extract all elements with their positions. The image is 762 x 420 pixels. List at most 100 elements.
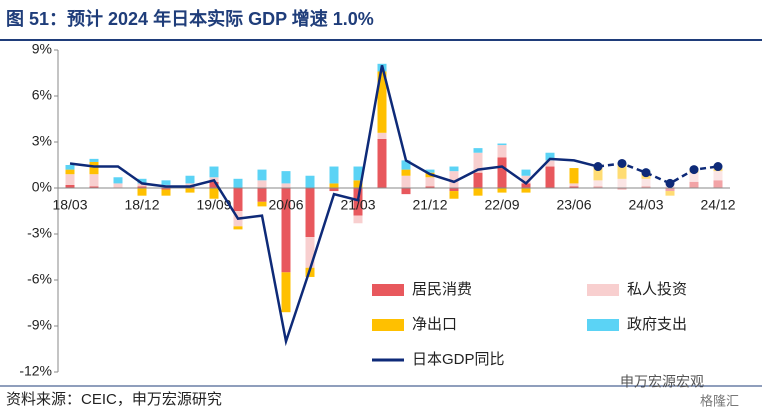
x-tick-label: 24/03 xyxy=(628,197,663,213)
bar xyxy=(521,169,531,176)
bar xyxy=(617,188,627,190)
watermark: 申万宏源宏观 xyxy=(620,374,704,390)
bar xyxy=(497,145,507,158)
bar xyxy=(713,171,723,181)
bar xyxy=(689,181,699,188)
x-tick-label: 20/06 xyxy=(268,197,303,213)
bar xyxy=(449,188,459,192)
bar xyxy=(353,215,363,224)
bar xyxy=(425,186,435,188)
bar xyxy=(161,188,171,190)
x-tick-label: 21/03 xyxy=(340,197,375,213)
legend-label: 私人投资 xyxy=(627,281,687,298)
bar xyxy=(353,166,363,181)
bar xyxy=(233,226,243,230)
chart-title: 图 51：预计 2024 年日本实际 GDP 增速 1.0% xyxy=(6,8,374,29)
bar xyxy=(473,188,483,196)
bar xyxy=(257,180,267,188)
x-tick-label: 18/03 xyxy=(52,197,87,213)
y-tick-label: 0% xyxy=(32,179,52,195)
bar xyxy=(89,174,99,187)
bar xyxy=(425,177,435,187)
bar xyxy=(185,175,195,184)
bar xyxy=(161,180,171,185)
bar xyxy=(65,184,75,188)
bar xyxy=(185,183,195,187)
bar xyxy=(401,160,411,170)
point xyxy=(713,162,723,172)
bar xyxy=(161,189,171,196)
line xyxy=(69,65,599,347)
bar xyxy=(113,183,123,188)
bar xyxy=(137,188,147,196)
bar xyxy=(281,272,291,313)
y-tick-label: -9% xyxy=(27,317,52,333)
x-tick-label: 23/06 xyxy=(556,197,591,213)
bar xyxy=(89,158,99,162)
bar xyxy=(185,188,195,193)
x-tick-label: 24/12 xyxy=(700,197,735,213)
point xyxy=(593,162,603,172)
bar xyxy=(593,166,603,181)
bar xyxy=(353,180,363,188)
bar xyxy=(641,186,651,188)
bar xyxy=(137,183,147,187)
bar xyxy=(665,188,675,192)
bar xyxy=(329,166,339,184)
y-tick-label: 9% xyxy=(32,41,52,57)
bar xyxy=(473,148,483,153)
bar xyxy=(65,165,75,170)
source: 资料来源：CEIC，申万宏源研究 xyxy=(6,391,222,408)
bar xyxy=(113,177,123,184)
legend-swatch xyxy=(372,284,404,296)
bar xyxy=(257,201,267,207)
bar xyxy=(65,174,75,185)
point xyxy=(689,165,699,175)
x-tick-label: 19/09 xyxy=(196,197,231,213)
bar xyxy=(473,172,483,188)
bar xyxy=(593,180,603,187)
bar xyxy=(377,138,387,188)
legend-label: 政府支出 xyxy=(627,316,687,333)
legend-swatch xyxy=(587,284,619,296)
bar xyxy=(233,188,243,211)
bar xyxy=(497,143,507,146)
legend-swatch xyxy=(372,319,404,331)
bar xyxy=(713,180,723,188)
bar xyxy=(497,188,507,193)
bar xyxy=(281,171,291,184)
bar xyxy=(257,188,267,202)
bar xyxy=(449,191,459,199)
bar xyxy=(281,188,291,273)
bar xyxy=(377,132,387,139)
bar xyxy=(281,183,291,188)
bar xyxy=(665,191,675,196)
legend-label: 居民消费 xyxy=(412,281,472,298)
bar xyxy=(329,188,339,192)
bar xyxy=(617,178,627,188)
bar xyxy=(65,169,75,175)
y-tick-label: 6% xyxy=(32,87,52,103)
bar xyxy=(689,172,699,182)
bar xyxy=(425,169,435,173)
watermark: 格隆汇 xyxy=(700,393,739,408)
bar xyxy=(89,161,99,175)
bar xyxy=(377,71,387,133)
x-tick-label: 22/09 xyxy=(484,197,519,213)
bar xyxy=(593,186,603,188)
bar xyxy=(305,175,315,188)
legend-label: 净出口 xyxy=(412,316,457,333)
x-tick-label: 21/12 xyxy=(412,197,447,213)
bar xyxy=(617,163,627,179)
bar xyxy=(545,152,555,161)
point xyxy=(617,158,627,168)
bar xyxy=(401,175,411,188)
bar xyxy=(137,186,147,188)
bar xyxy=(641,178,651,187)
bar xyxy=(137,178,147,184)
bar xyxy=(497,157,507,188)
bar xyxy=(521,175,531,184)
bar xyxy=(449,166,459,172)
bar xyxy=(521,183,531,188)
